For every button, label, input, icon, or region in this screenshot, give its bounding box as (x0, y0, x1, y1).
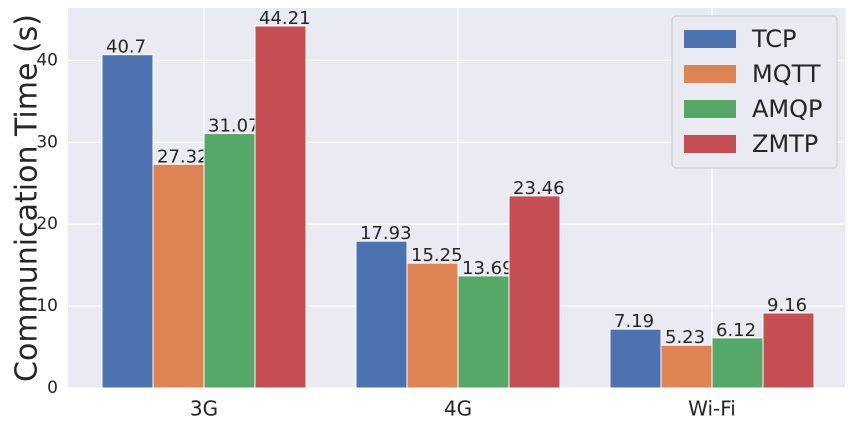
data-label: 5.23 (665, 327, 705, 348)
legend-swatch (684, 30, 736, 48)
legend-label: MQTT (752, 60, 821, 88)
bar (762, 312, 815, 389)
bar (660, 344, 713, 389)
legend-swatch (684, 100, 736, 118)
x-tick-label: Wi-Fi (688, 397, 736, 421)
bar (609, 328, 662, 389)
bar (355, 240, 408, 389)
data-label: 13.69 (462, 258, 514, 279)
data-label: 44.21 (259, 8, 311, 29)
legend-label: ZMTP (752, 130, 818, 158)
x-tick-label: 4G (444, 397, 472, 421)
x-tick-label: 3G (190, 397, 218, 421)
bar (711, 337, 764, 389)
bar (406, 262, 459, 389)
legend-label: TCP (751, 25, 796, 53)
y-tick-label: 30 (36, 132, 58, 152)
data-label: 40.7 (106, 37, 146, 58)
legend-swatch (684, 65, 736, 83)
data-label: 23.46 (513, 178, 565, 199)
bar (203, 133, 256, 389)
legend-swatch (684, 135, 736, 153)
data-label: 27.32 (157, 146, 209, 167)
bar (254, 25, 307, 389)
data-label: 6.12 (716, 320, 756, 341)
data-label: 9.16 (767, 295, 807, 316)
y-axis-label: Communication Time (s) (10, 14, 45, 382)
y-tick-label: 40 (36, 50, 58, 70)
y-tick-label: 20 (36, 214, 58, 234)
legend-box (671, 15, 838, 169)
y-tick-label: 0 (47, 378, 58, 398)
bar (152, 163, 205, 389)
legend-label: AMQP (752, 95, 823, 123)
data-label: 7.19 (614, 311, 654, 332)
bar (457, 275, 510, 389)
y-tick-label: 10 (36, 296, 58, 316)
data-label: 31.07 (208, 116, 260, 137)
data-label: 17.93 (360, 223, 412, 244)
bar (101, 54, 154, 389)
data-label: 15.25 (411, 245, 463, 266)
bar (508, 195, 561, 389)
